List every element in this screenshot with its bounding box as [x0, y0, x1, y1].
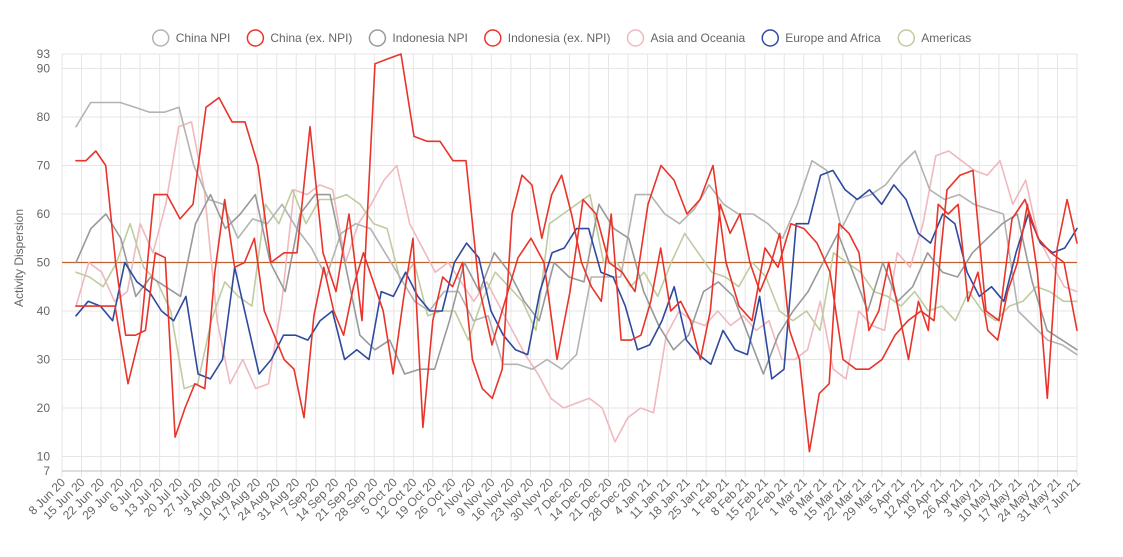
y-tick-label: 10 [37, 449, 51, 463]
legend-swatch [246, 29, 265, 47]
y-tick-label: 50 [37, 256, 51, 270]
legend-label: Americas [921, 31, 971, 45]
legend-label: Indonesia NPI [392, 31, 467, 45]
series-lines [75, 53, 1078, 453]
series-line-americas [75, 189, 1078, 390]
y-tick-label: 70 [37, 159, 51, 173]
legend-swatch [368, 29, 387, 47]
legend-label: Europe and Africa [785, 31, 881, 45]
legend-item-indonesia-npi[interactable]: Indonesia NPI [368, 29, 468, 47]
legend-swatch [484, 29, 502, 47]
series-line-asia-and-oceania [75, 121, 1078, 443]
y-tick-label: 80 [37, 110, 51, 124]
legend-label: Indonesia (ex. NPI) [508, 31, 611, 45]
y-tick-label: 20 [37, 401, 51, 415]
legend-item-americas[interactable]: Americas [897, 29, 971, 47]
legend-item-indonesia-ex-npi[interactable]: Indonesia (ex. NPI) [484, 29, 611, 47]
legend-item-china-ex-npi[interactable]: China (ex. NPI) [246, 29, 352, 47]
legend-label: China NPI [176, 31, 231, 45]
y-tick-label: 40 [37, 304, 51, 318]
legend-swatch [626, 29, 645, 47]
legend-item-asia-and-oceania[interactable]: Asia and Oceania [626, 29, 746, 47]
legend-item-china-npi[interactable]: China NPI [151, 29, 231, 47]
legend-label: Asia and Oceania [651, 31, 746, 45]
chart-legend[interactable]: China NPI China (ex. NPI) Indonesia NPI Ind… [151, 29, 972, 47]
series-line-indonesia-ex-npi [75, 150, 1078, 453]
legend-item-europe-and-africa[interactable]: Europe and Africa [761, 29, 881, 47]
y-tick-label: 30 [37, 352, 51, 366]
y-tick-label: 93 [37, 47, 51, 61]
series-line-china-npi [75, 101, 1078, 371]
legend-label: China (ex. NPI) [270, 31, 352, 45]
legend-swatch [897, 29, 916, 47]
legend-swatch [151, 29, 170, 47]
y-axis-title: Activity Dispersion [12, 209, 26, 307]
legend-swatch [761, 29, 779, 47]
series-line-china-ex-npi [75, 53, 1078, 385]
y-tick-label: 90 [37, 62, 51, 76]
y-tick-label: 60 [37, 207, 51, 221]
series-line-indonesia-npi [75, 193, 1078, 375]
series-line-europe-and-africa [75, 169, 1078, 380]
y-tick-label: 7 [43, 464, 50, 478]
